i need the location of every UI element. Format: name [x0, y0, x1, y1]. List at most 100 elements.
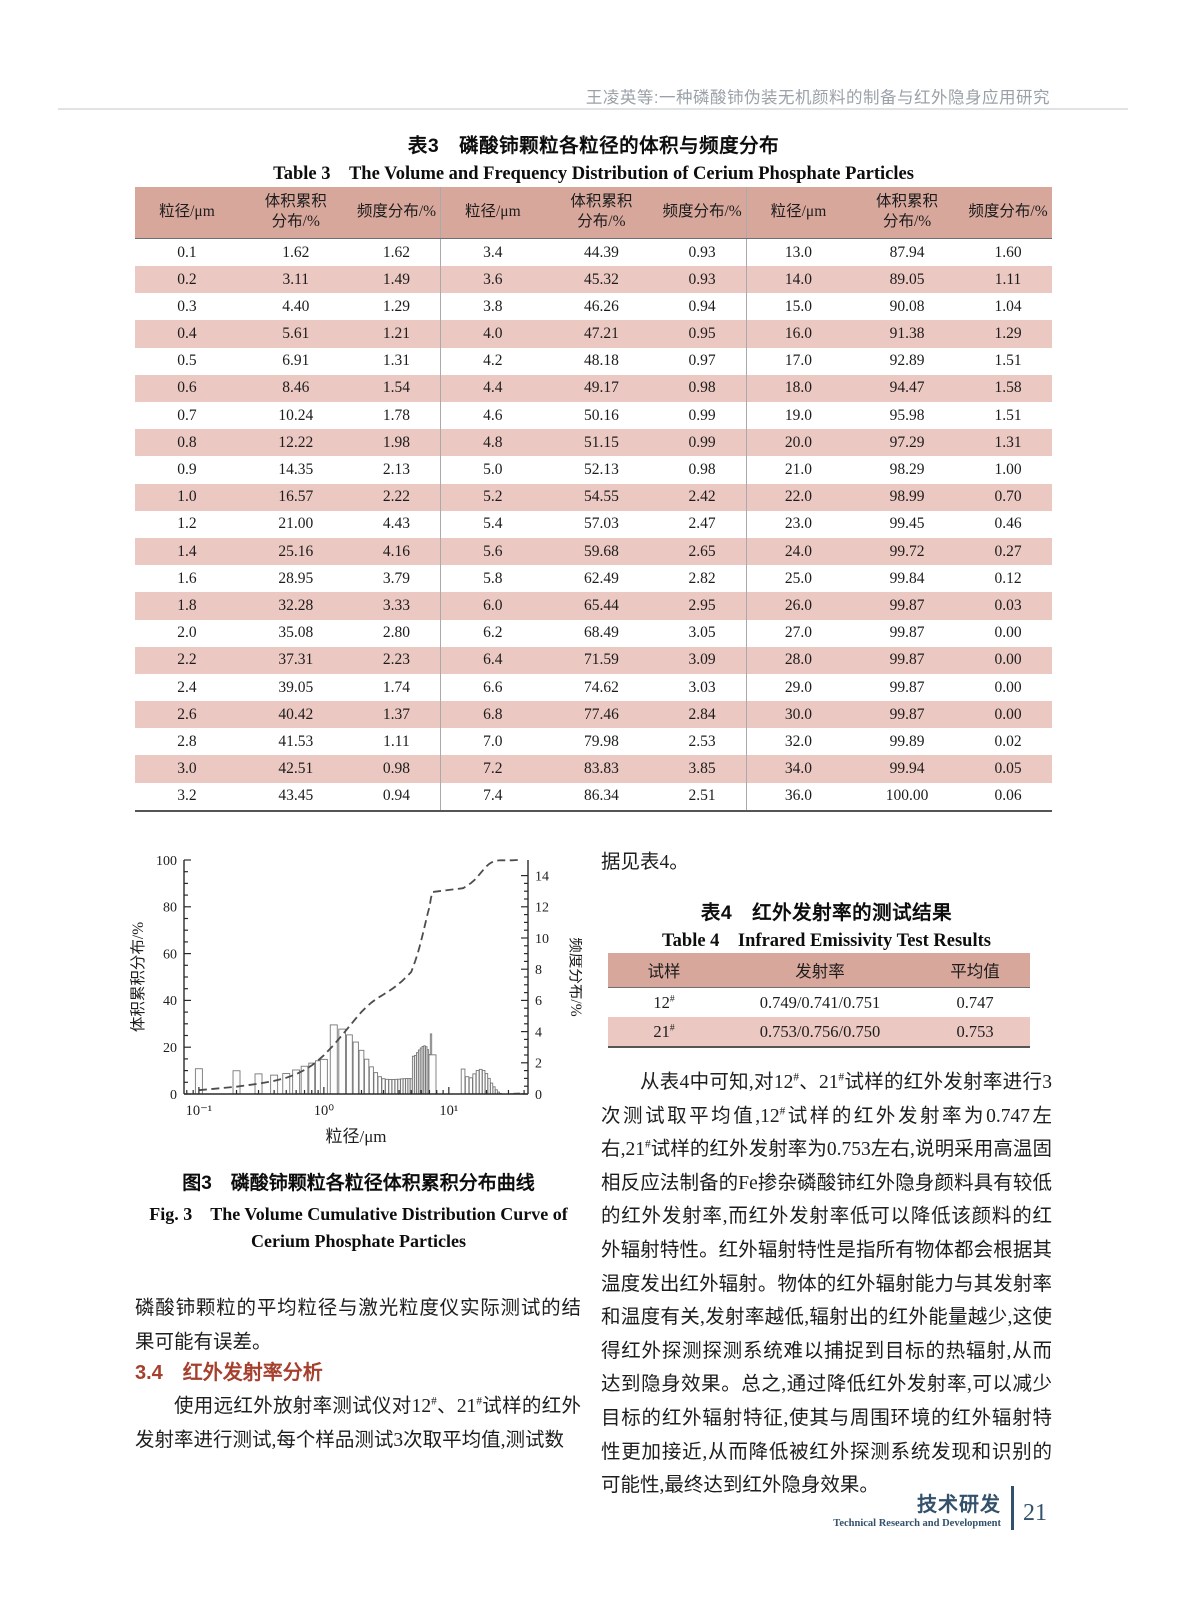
table3-cell: 3.0 [177, 760, 197, 778]
page-number: 21 [1023, 1499, 1047, 1526]
table3-cell: 99.87 [889, 596, 925, 614]
table3-cell: 4.16 [382, 542, 410, 560]
table3-cell: 2.82 [688, 569, 716, 587]
table3-cell: 0.27 [994, 542, 1022, 560]
table4-header-row: 试样 发射率 平均值 [608, 953, 1030, 988]
table3-cell: 97.29 [889, 433, 925, 451]
table3-cell: 3.09 [688, 651, 716, 669]
table3-cell: 91.38 [889, 325, 925, 343]
table4-cell: 21# [653, 1021, 675, 1041]
table3-cell: 28.95 [278, 569, 314, 587]
table3-cell: 1.29 [382, 297, 410, 315]
table3-cell: 3.05 [688, 624, 716, 642]
table3-cell: 29.0 [745, 673, 851, 702]
table3-cell: 1.62 [282, 243, 310, 261]
table-row: 2.0 35.08 2.80 6.2 68.49 3.05 27.0 99.87 0.00 [135, 619, 1052, 647]
header-rule [58, 108, 1128, 110]
table3-cell: 3.6 [440, 266, 545, 294]
table3-header-cell: 频度分布/% [658, 187, 747, 239]
table-row: 0.4 5.61 1.21 4.0 47.21 0.95 16.0 91.38 1.29 [135, 320, 1052, 348]
table3-header-row: 粒径/μm 体积累积 分布/% 频度分布/% 粒径/μm 体积累积 分布/% 频度分布/%… [135, 187, 1052, 239]
table3-cell: 1.2 [177, 515, 197, 533]
table3-cell: 36.0 [745, 782, 851, 811]
table3-cell: 17.0 [745, 347, 851, 375]
svg-text:100: 100 [156, 854, 177, 869]
table3-cell: 0.46 [994, 515, 1022, 533]
table3-cell: 50.16 [583, 406, 619, 424]
table4-cell: 12# [653, 992, 675, 1012]
table-row: 21# 0.753/0.756/0.750 0.753 [608, 1017, 1030, 1047]
table3-cell: 20.0 [745, 429, 851, 457]
table4-title-en: Table 4 Infrared Emissivity Test Results [662, 931, 991, 951]
table-row: 1.4 25.16 4.16 5.6 59.68 2.65 24.0 99.72 0.27 [135, 537, 1052, 566]
table3-cell: 1.37 [382, 705, 410, 723]
table3-cell: 5.61 [282, 325, 310, 343]
table-row: 0.5 6.91 1.31 4.2 48.18 0.97 17.0 92.89 1.51 [135, 347, 1052, 375]
table3-cell: 54.55 [583, 488, 619, 506]
table3-cell: 47.21 [583, 325, 619, 343]
figure3-caption-en-line2: Cerium Phosphate Particles [251, 1231, 466, 1251]
table3-cell: 40.42 [278, 705, 314, 723]
table3-cell: 16.0 [745, 320, 851, 348]
svg-text:0: 0 [535, 1088, 542, 1103]
table3-cell: 10.24 [278, 406, 314, 424]
running-head: 王凌英等:一种磷酸铈伪装无机颜料的制备与红外隐身应用研究 [585, 89, 1050, 107]
table3-cell: 0.7 [177, 406, 197, 424]
table3-cell: 92.89 [889, 352, 925, 370]
table3-title-zh: 表3 磷酸铈颗粒各粒径的体积与频度分布 [407, 135, 780, 157]
table3-cell: 15.0 [745, 293, 851, 321]
table3-cell: 0.05 [994, 760, 1022, 778]
table-row: 0.7 10.24 1.78 4.6 50.16 0.99 19.0 95.98 1.51 [135, 402, 1052, 430]
table3-cell: 6.0 [440, 592, 545, 620]
table3-cell: 5.0 [440, 456, 545, 484]
table3-cell: 98.29 [889, 461, 925, 478]
table3-cell: 28.0 [745, 646, 851, 674]
table3-cell: 1.00 [994, 461, 1022, 478]
table3-cell: 3.2 [177, 787, 197, 805]
table3-cell: 52.13 [583, 461, 619, 478]
table3-title-en: Table 3 The Volume and Frequency Distrib… [273, 164, 914, 184]
table4-title-zh: 表4 红外发射率的测试结果 [700, 902, 953, 924]
table3-cell: 3.79 [382, 569, 410, 587]
svg-text:0: 0 [170, 1088, 177, 1103]
table3-cell: 30.0 [745, 701, 851, 729]
table3-cell: 1.74 [382, 678, 410, 696]
table3-cell: 0.03 [994, 596, 1022, 614]
table3-cell: 51.15 [583, 433, 619, 451]
table3-cell: 79.98 [583, 732, 619, 750]
svg-text:80: 80 [163, 901, 177, 916]
table3-cell: 0.95 [688, 325, 716, 343]
table-row: 0.9 14.35 2.13 5.0 52.13 0.98 21.0 98.29 1.00 [135, 456, 1052, 484]
table3-cell: 90.08 [889, 297, 925, 315]
svg-text:10⁰: 10⁰ [314, 1103, 335, 1119]
table3-cell: 22.0 [745, 483, 851, 511]
table3-cell: 0.93 [688, 243, 716, 261]
table3-cell: 99.72 [889, 542, 925, 560]
table3-cell: 0.93 [688, 270, 716, 288]
svg-text:10¹: 10¹ [439, 1103, 458, 1119]
table4-cell: 0.753 [956, 1021, 994, 1041]
table-row: 0.8 12.22 1.98 4.8 51.15 0.99 20.0 97.29 1.31 [135, 429, 1052, 457]
table3-cell: 13.0 [745, 238, 851, 267]
table3-cell: 89.05 [889, 270, 925, 288]
table3-cell: 1.58 [994, 379, 1022, 397]
table3-cell: 2.8 [177, 732, 197, 750]
table3-cell: 0.5 [177, 352, 197, 370]
footer-section: 技术研发 Technical Research and Development [833, 1488, 1001, 1529]
section-heading-3-4: 3.4 红外发射率分析 [135, 1362, 323, 1384]
table4-cell: 0.749/0.741/0.751 [759, 992, 881, 1012]
table3-cell: 87.94 [889, 243, 925, 261]
table3-cell: 5.4 [440, 510, 545, 538]
table3-cell: 14.35 [278, 461, 314, 478]
table3-cell: 2.84 [688, 705, 716, 723]
svg-text:40: 40 [163, 994, 177, 1009]
table3-cell: 0.02 [994, 732, 1022, 750]
table3-cell: 1.11 [994, 270, 1022, 288]
figure3-container: 0 20 40 60 80 100 0 2 4 6 8 10 12 14 10⁻¹ 10⁰ 10¹ 体积累积分布/… [129, 850, 585, 1157]
table3-cell: 2.6 [177, 705, 197, 723]
table3-cell: 3.4 [440, 238, 545, 267]
table3-cell: 2.22 [382, 488, 410, 506]
svg-text:体积累积分布/%: 体积累积分布/% [130, 922, 147, 1032]
left-paragraph-1: 磷酸铈颗粒的平均粒径与激光粒度仪实际测试的结果可能有误差。 [135, 1298, 581, 1353]
